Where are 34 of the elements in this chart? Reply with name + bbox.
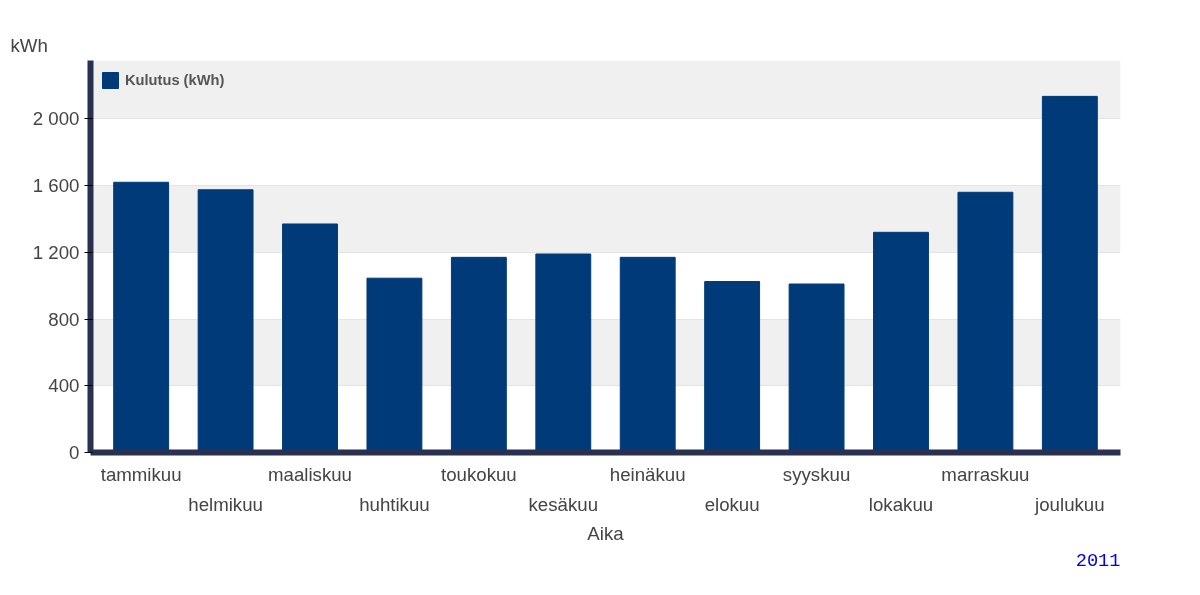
bar bbox=[282, 223, 338, 453]
bar bbox=[873, 231, 929, 453]
x-tick-label: huhtikuu bbox=[359, 493, 430, 515]
bar bbox=[788, 283, 845, 453]
y-tick-label: 1 200 bbox=[32, 241, 80, 263]
y-tick-label: 1 600 bbox=[32, 175, 80, 197]
legend-label: Kulutus (kWh) bbox=[125, 72, 225, 88]
bar bbox=[957, 191, 1014, 453]
y-tick-label: 800 bbox=[48, 308, 80, 330]
x-tick-label: toukokuu bbox=[441, 463, 517, 485]
bar bbox=[535, 253, 592, 453]
x-tick-label: lokakuu bbox=[868, 493, 934, 515]
x-tick-label: heinäkuu bbox=[609, 463, 686, 485]
x-tick-label: marraskuu bbox=[941, 463, 1030, 485]
x-tick-label: maaliskuu bbox=[268, 463, 353, 485]
x-axis-title: Aika bbox=[587, 522, 625, 544]
x-tick-label: syyskuu bbox=[782, 463, 851, 485]
bar bbox=[366, 277, 423, 453]
y-tick-label: 2 000 bbox=[32, 108, 80, 130]
y-tick-label: 400 bbox=[48, 375, 80, 397]
x-tick-label: elokuu bbox=[704, 493, 760, 515]
x-tick-label: kesäkuu bbox=[528, 493, 599, 515]
bar bbox=[450, 256, 507, 453]
text: 2011 bbox=[1075, 549, 1121, 572]
y-tick-label: 0 bbox=[69, 442, 80, 463]
bar bbox=[1041, 95, 1098, 453]
bar bbox=[619, 256, 676, 453]
x-tick-label: joulukuu bbox=[1034, 493, 1105, 515]
bar bbox=[113, 181, 170, 453]
x-tick-label: helmikuu bbox=[188, 493, 263, 515]
bar bbox=[197, 189, 254, 453]
y-axis-title: kWh bbox=[10, 34, 48, 56]
x-tick-label: tammikuu bbox=[100, 463, 182, 485]
bar bbox=[704, 281, 761, 453]
